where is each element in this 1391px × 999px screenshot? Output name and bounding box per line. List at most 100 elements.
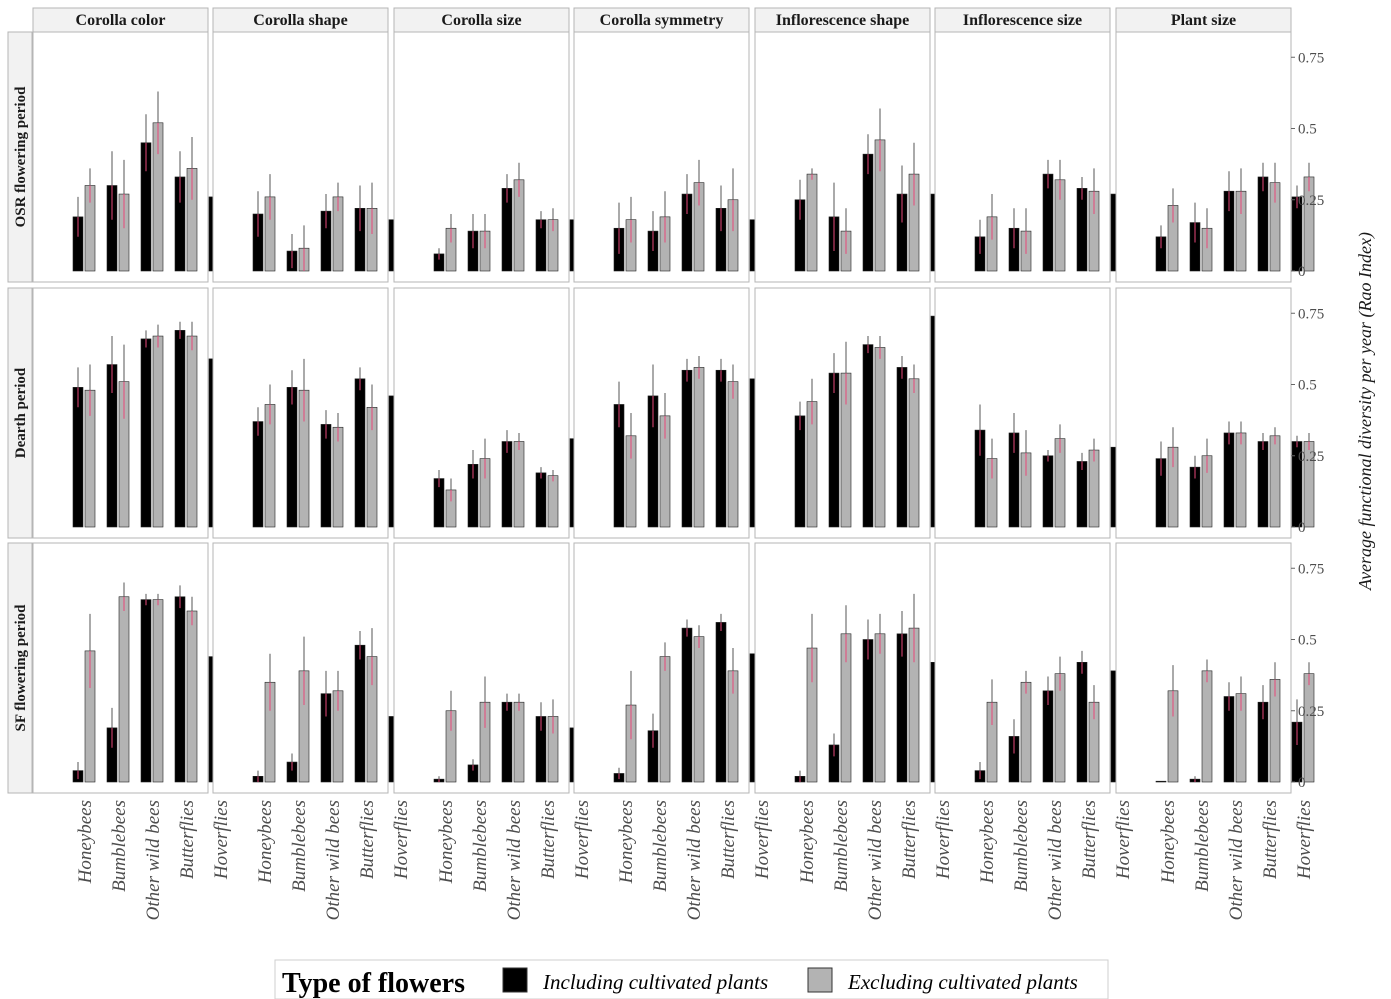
bar-including-honeybees	[72, 387, 84, 528]
row-strip-dearth-period	[7, 287, 33, 539]
legend: Type of flowers Including cultivated pla…	[274, 959, 1109, 999]
column-strip-label: Plant size	[1171, 12, 1236, 29]
panel-dearth-period-corolla-symmetry	[573, 287, 773, 539]
bar-excluding-butterflies	[1269, 435, 1281, 528]
bar-excluding-other-wild-bees	[693, 367, 705, 528]
category-label-bumblebees: Bumblebees	[1011, 800, 1032, 892]
panel-sf-flowering-period-corolla-shape	[212, 542, 412, 794]
bar-including-butterflies	[354, 378, 366, 528]
panel-osr-flowering-period-corolla-color	[32, 31, 232, 283]
bar-excluding-other-wild-bees	[513, 701, 525, 783]
panel-dearth-period-corolla-color	[32, 287, 232, 539]
bar-including-butterflies	[715, 369, 727, 528]
legend-key-excluding	[807, 967, 833, 993]
bar-including-butterflies	[174, 596, 186, 783]
row-strip-osr-flowering-period	[7, 31, 33, 283]
category-label-other-wild-bees: Other wild bees	[684, 800, 705, 920]
column-strip-corolla-color	[32, 7, 209, 33]
bar-including-other-wild-bees	[1223, 432, 1235, 528]
y-tick-label: 0.25	[1298, 704, 1324, 720]
bar-excluding-other-wild-bees	[874, 347, 886, 528]
panel-sf-flowering-period-plant-size	[1115, 542, 1315, 794]
legend-title: Type of flowers	[282, 968, 465, 999]
row-strip-label: OSR flowering period	[13, 86, 29, 227]
bar-excluding-other-wild-bees	[332, 426, 344, 528]
bar-including-butterflies	[1076, 661, 1088, 783]
y-tick-label: 0.75	[1298, 561, 1324, 577]
y-tick-label: 0	[1298, 775, 1306, 791]
panel-osr-flowering-period-plant-size	[1115, 31, 1315, 283]
category-label-honeybees: Honeybees	[977, 800, 998, 884]
panel-sf-flowering-period-corolla-color	[32, 542, 232, 794]
bar-including-butterflies	[354, 644, 366, 783]
category-label-hoverflies: Hoverflies	[391, 800, 412, 880]
bar-including-butterflies	[535, 472, 547, 528]
bar-excluding-bumblebees	[659, 656, 671, 783]
bar-including-bumblebees	[828, 372, 840, 528]
category-label-hoverflies: Hoverflies	[1113, 800, 1134, 880]
panel-osr-flowering-period-corolla-shape	[212, 31, 412, 283]
panel-dearth-period-plant-size	[1115, 287, 1315, 539]
bar-including-other-wild-bees	[681, 627, 693, 783]
category-label-butterflies: Butterflies	[1079, 800, 1100, 879]
panel-osr-flowering-period-inflorescence-shape	[754, 31, 954, 283]
panel-dearth-period-inflorescence-size	[934, 287, 1134, 539]
panel-dearth-period-inflorescence-shape	[754, 287, 954, 539]
category-label-butterflies: Butterflies	[1260, 800, 1281, 879]
category-label-butterflies: Butterflies	[718, 800, 739, 879]
y-tick-label: 0.75	[1298, 50, 1324, 66]
category-label-bumblebees: Bumblebees	[831, 800, 852, 892]
panel-osr-flowering-period-corolla-symmetry	[573, 31, 773, 283]
column-strip-label: Corolla size	[441, 12, 521, 29]
bar-including-other-wild-bees	[1042, 173, 1054, 272]
y-tick-label: 0.5	[1298, 633, 1317, 649]
bar-excluding-hoverflies	[1303, 673, 1315, 783]
category-label-hoverflies: Hoverflies	[572, 800, 593, 880]
bar-excluding-butterflies	[727, 381, 739, 528]
row-strip-sf-flowering-period	[7, 542, 33, 794]
bar-excluding-other-wild-bees	[874, 633, 886, 783]
category-label-butterflies: Butterflies	[177, 800, 198, 879]
bar-excluding-butterflies	[186, 335, 198, 528]
panel-osr-flowering-period-corolla-size	[393, 31, 593, 283]
bar-excluding-butterflies	[908, 378, 920, 528]
panel-sf-flowering-period-inflorescence-shape	[754, 542, 954, 794]
panel-sf-flowering-period-inflorescence-size	[934, 542, 1134, 794]
bar-including-bumblebees	[286, 387, 298, 528]
category-label-bumblebees: Bumblebees	[470, 800, 491, 892]
bar-including-other-wild-bees	[862, 344, 874, 528]
y-tick-label: 0.25	[1298, 193, 1324, 209]
bar-including-butterflies	[174, 330, 186, 528]
bar-including-honeybees	[252, 421, 264, 528]
category-labels-layer: Honeybees Bumblebees Other wild bees Butter…	[75, 800, 1315, 920]
column-strip-label: Corolla shape	[253, 12, 347, 29]
panel-dearth-period-corolla-size	[393, 287, 593, 539]
category-label-other-wild-bees: Other wild bees	[1226, 800, 1247, 920]
category-label-hoverflies: Hoverflies	[211, 800, 232, 880]
bar-including-other-wild-bees	[140, 599, 152, 783]
bar-excluding-butterflies	[1088, 449, 1100, 528]
y-tick-label: 0.5	[1298, 378, 1317, 394]
column-strip-label: Inflorescence size	[963, 12, 1082, 29]
category-label-honeybees: Honeybees	[75, 800, 96, 884]
y-axis-layer: 0 0.25 0.5 0.75 0 0.25 0.5 0.75 0 0.25 0.5 0.75	[1291, 50, 1324, 791]
category-label-other-wild-bees: Other wild bees	[323, 800, 344, 920]
category-label-bumblebees: Bumblebees	[109, 800, 130, 892]
bar-excluding-other-wild-bees	[693, 636, 705, 783]
bar-excluding-other-wild-bees	[1235, 432, 1247, 528]
category-label-other-wild-bees: Other wild bees	[143, 800, 164, 920]
category-label-bumblebees: Bumblebees	[1192, 800, 1213, 892]
y-tick-label: 0.75	[1298, 306, 1324, 322]
bar-including-honeybees	[794, 415, 806, 528]
bar-including-other-wild-bees	[140, 338, 152, 528]
category-label-butterflies: Butterflies	[899, 800, 920, 879]
panel-sf-flowering-period-corolla-size	[393, 542, 593, 794]
bar-excluding-bumblebees	[1201, 670, 1213, 783]
bar-excluding-other-wild-bees	[152, 335, 164, 528]
column-strip-corolla-symmetry	[573, 7, 750, 33]
bar-excluding-bumblebees	[1020, 681, 1032, 783]
bar-including-butterflies	[1076, 461, 1088, 528]
column-strip-label: Corolla color	[76, 12, 166, 29]
category-label-honeybees: Honeybees	[436, 800, 457, 884]
category-label-other-wild-bees: Other wild bees	[1045, 800, 1066, 920]
